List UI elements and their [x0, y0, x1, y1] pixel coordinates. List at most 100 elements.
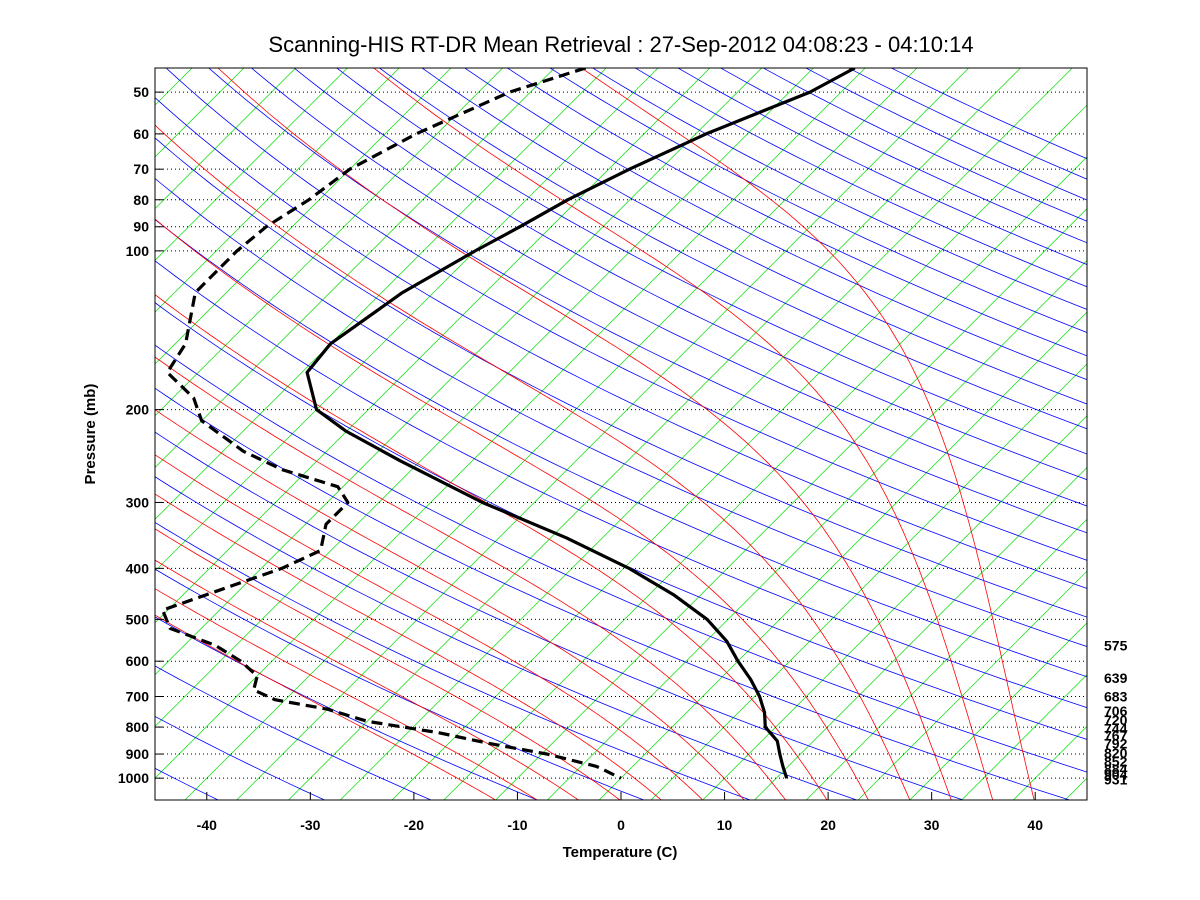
- isotherm-line: [0, 68, 37, 800]
- y-tick-label: 900: [126, 746, 150, 762]
- x-tick-label: 40: [1027, 817, 1043, 833]
- right-label: 706: [1104, 703, 1128, 719]
- isotherm-line: [0, 68, 140, 800]
- isotherm-line: [1064, 777, 1087, 800]
- y-tick-label: 200: [126, 402, 150, 418]
- dry-adiabat-line: [155, 97, 1087, 589]
- moist-adiabat-line: [155, 559, 579, 800]
- pressure-gridlines: [155, 91, 1087, 779]
- moist-adiabat-line: [155, 493, 662, 800]
- profiles: [161, 68, 856, 780]
- isotherm-line: [155, 68, 711, 624]
- dry-adiabat-line: [165, 68, 1087, 561]
- dry-adiabat-line: [155, 568, 644, 800]
- isotherm-line: [547, 259, 1087, 800]
- dry-adiabat-line: [763, 68, 1087, 222]
- y-axis-label: Pressure (mb): [82, 384, 99, 485]
- right-label: 683: [1104, 688, 1128, 704]
- isotherm-line: [155, 68, 607, 520]
- dry-adiabat-line: [720, 68, 1087, 244]
- dry-adiabat-line: [155, 521, 751, 800]
- dry-adiabat-line: [549, 68, 1087, 333]
- isotherm-line: [806, 518, 1087, 800]
- x-axis-label: Temperature (C): [563, 844, 678, 861]
- moist-adiabat-line: [155, 614, 496, 800]
- isotherm-line: [155, 68, 503, 417]
- y-tick-label: 700: [126, 688, 150, 704]
- dry-adiabat-line: [155, 431, 964, 800]
- isotherm-line: [598, 311, 1087, 800]
- isotherm-line: [155, 68, 245, 158]
- right-label: 931: [1104, 771, 1128, 787]
- y-tick-label: 500: [126, 611, 150, 627]
- isotherm-line: [155, 68, 296, 210]
- x-tick-label: -40: [197, 817, 217, 833]
- moist-adiabat-line: [155, 124, 911, 800]
- dry-adiabat-line: [155, 387, 1070, 800]
- moist-adiabat-line: [155, 588, 538, 800]
- y-axis: 50 60 70 80 90 100 200 300 400 500 600 700 800 900 100…: [118, 84, 163, 786]
- dry-adiabat-line: [155, 218, 1087, 678]
- isotherm-line: [184, 68, 918, 800]
- dry-adiabat-line: [421, 68, 1087, 405]
- x-tick-label: 10: [717, 817, 733, 833]
- x-tick-label: -20: [404, 817, 424, 833]
- dry-adiabat-line: [155, 177, 1087, 647]
- dry-adiabat-line: [155, 302, 1087, 740]
- dry-adiabat-line: [464, 68, 1087, 381]
- x-axis: -40 -30 -20 -10 0 10 20 30 40: [197, 792, 1043, 833]
- moist-adiabat-line: [581, 68, 1035, 800]
- dry-adiabat-line: [677, 68, 1087, 266]
- isotherm-line: [1117, 68, 1200, 800]
- dry-adiabat-line: [379, 68, 1087, 430]
- isotherm-line: [443, 156, 1087, 800]
- background-lines: [0, 68, 1200, 800]
- isotherm-line: [909, 622, 1087, 800]
- isotherm-line: [288, 68, 1021, 800]
- dry-adiabat-line: [592, 68, 1087, 310]
- isotherm-line: [754, 467, 1087, 800]
- x-tick-label: 30: [924, 817, 940, 833]
- dry-adiabat-line: [635, 68, 1087, 288]
- dry-adiabat-line: [155, 260, 1087, 709]
- moist-adiabat-line: [155, 528, 621, 800]
- isotherm-line: [155, 68, 400, 313]
- right-label: 575: [1104, 637, 1128, 653]
- dry-adiabat-line: [155, 344, 1087, 773]
- moist-adiabat-line: [155, 454, 703, 800]
- moist-adiabat-line: [155, 409, 745, 800]
- isotherm-line: [155, 68, 452, 365]
- isotherm-line: [340, 68, 1073, 800]
- dry-adiabat-line: [848, 68, 1087, 180]
- isotherm-line: [961, 674, 1087, 800]
- dry-adiabat-line: [155, 616, 538, 800]
- y-tick-label: 60: [133, 126, 149, 142]
- chart-title: Scanning-HIS RT-DR Mean Retrieval : 27-S…: [268, 32, 973, 57]
- y-tick-label: 90: [133, 219, 149, 235]
- right-label: 639: [1104, 670, 1128, 686]
- moist-adiabat-line: [155, 356, 786, 800]
- y-tick-label: 100: [126, 243, 150, 259]
- right-label: 884: [1104, 761, 1128, 777]
- moist-adiabat-line: [217, 68, 952, 800]
- right-label: 720: [1104, 712, 1128, 728]
- dry-adiabat-line: [507, 68, 1087, 357]
- y-tick-label: 400: [126, 560, 150, 576]
- isotherm-line: [391, 104, 1087, 800]
- dry-adiabat-line: [336, 68, 1087, 455]
- dry-adiabat-line: [0, 68, 5, 800]
- x-tick-label: -10: [507, 817, 527, 833]
- isotherm-line: [155, 68, 348, 261]
- dry-adiabat-line: [155, 715, 325, 800]
- isotherm-line: [702, 415, 1087, 800]
- x-tick-label: -30: [300, 817, 320, 833]
- dry-adiabat-line: [805, 68, 1087, 201]
- y-tick-label: 50: [133, 84, 149, 100]
- y-tick-label: 1000: [118, 770, 149, 786]
- isotherm-line: [495, 208, 1087, 800]
- isotherm-line: [650, 363, 1087, 800]
- dry-adiabat-line: [251, 68, 1087, 507]
- moist-adiabat-line: [155, 294, 828, 800]
- temperature-profile-line: [305, 68, 856, 779]
